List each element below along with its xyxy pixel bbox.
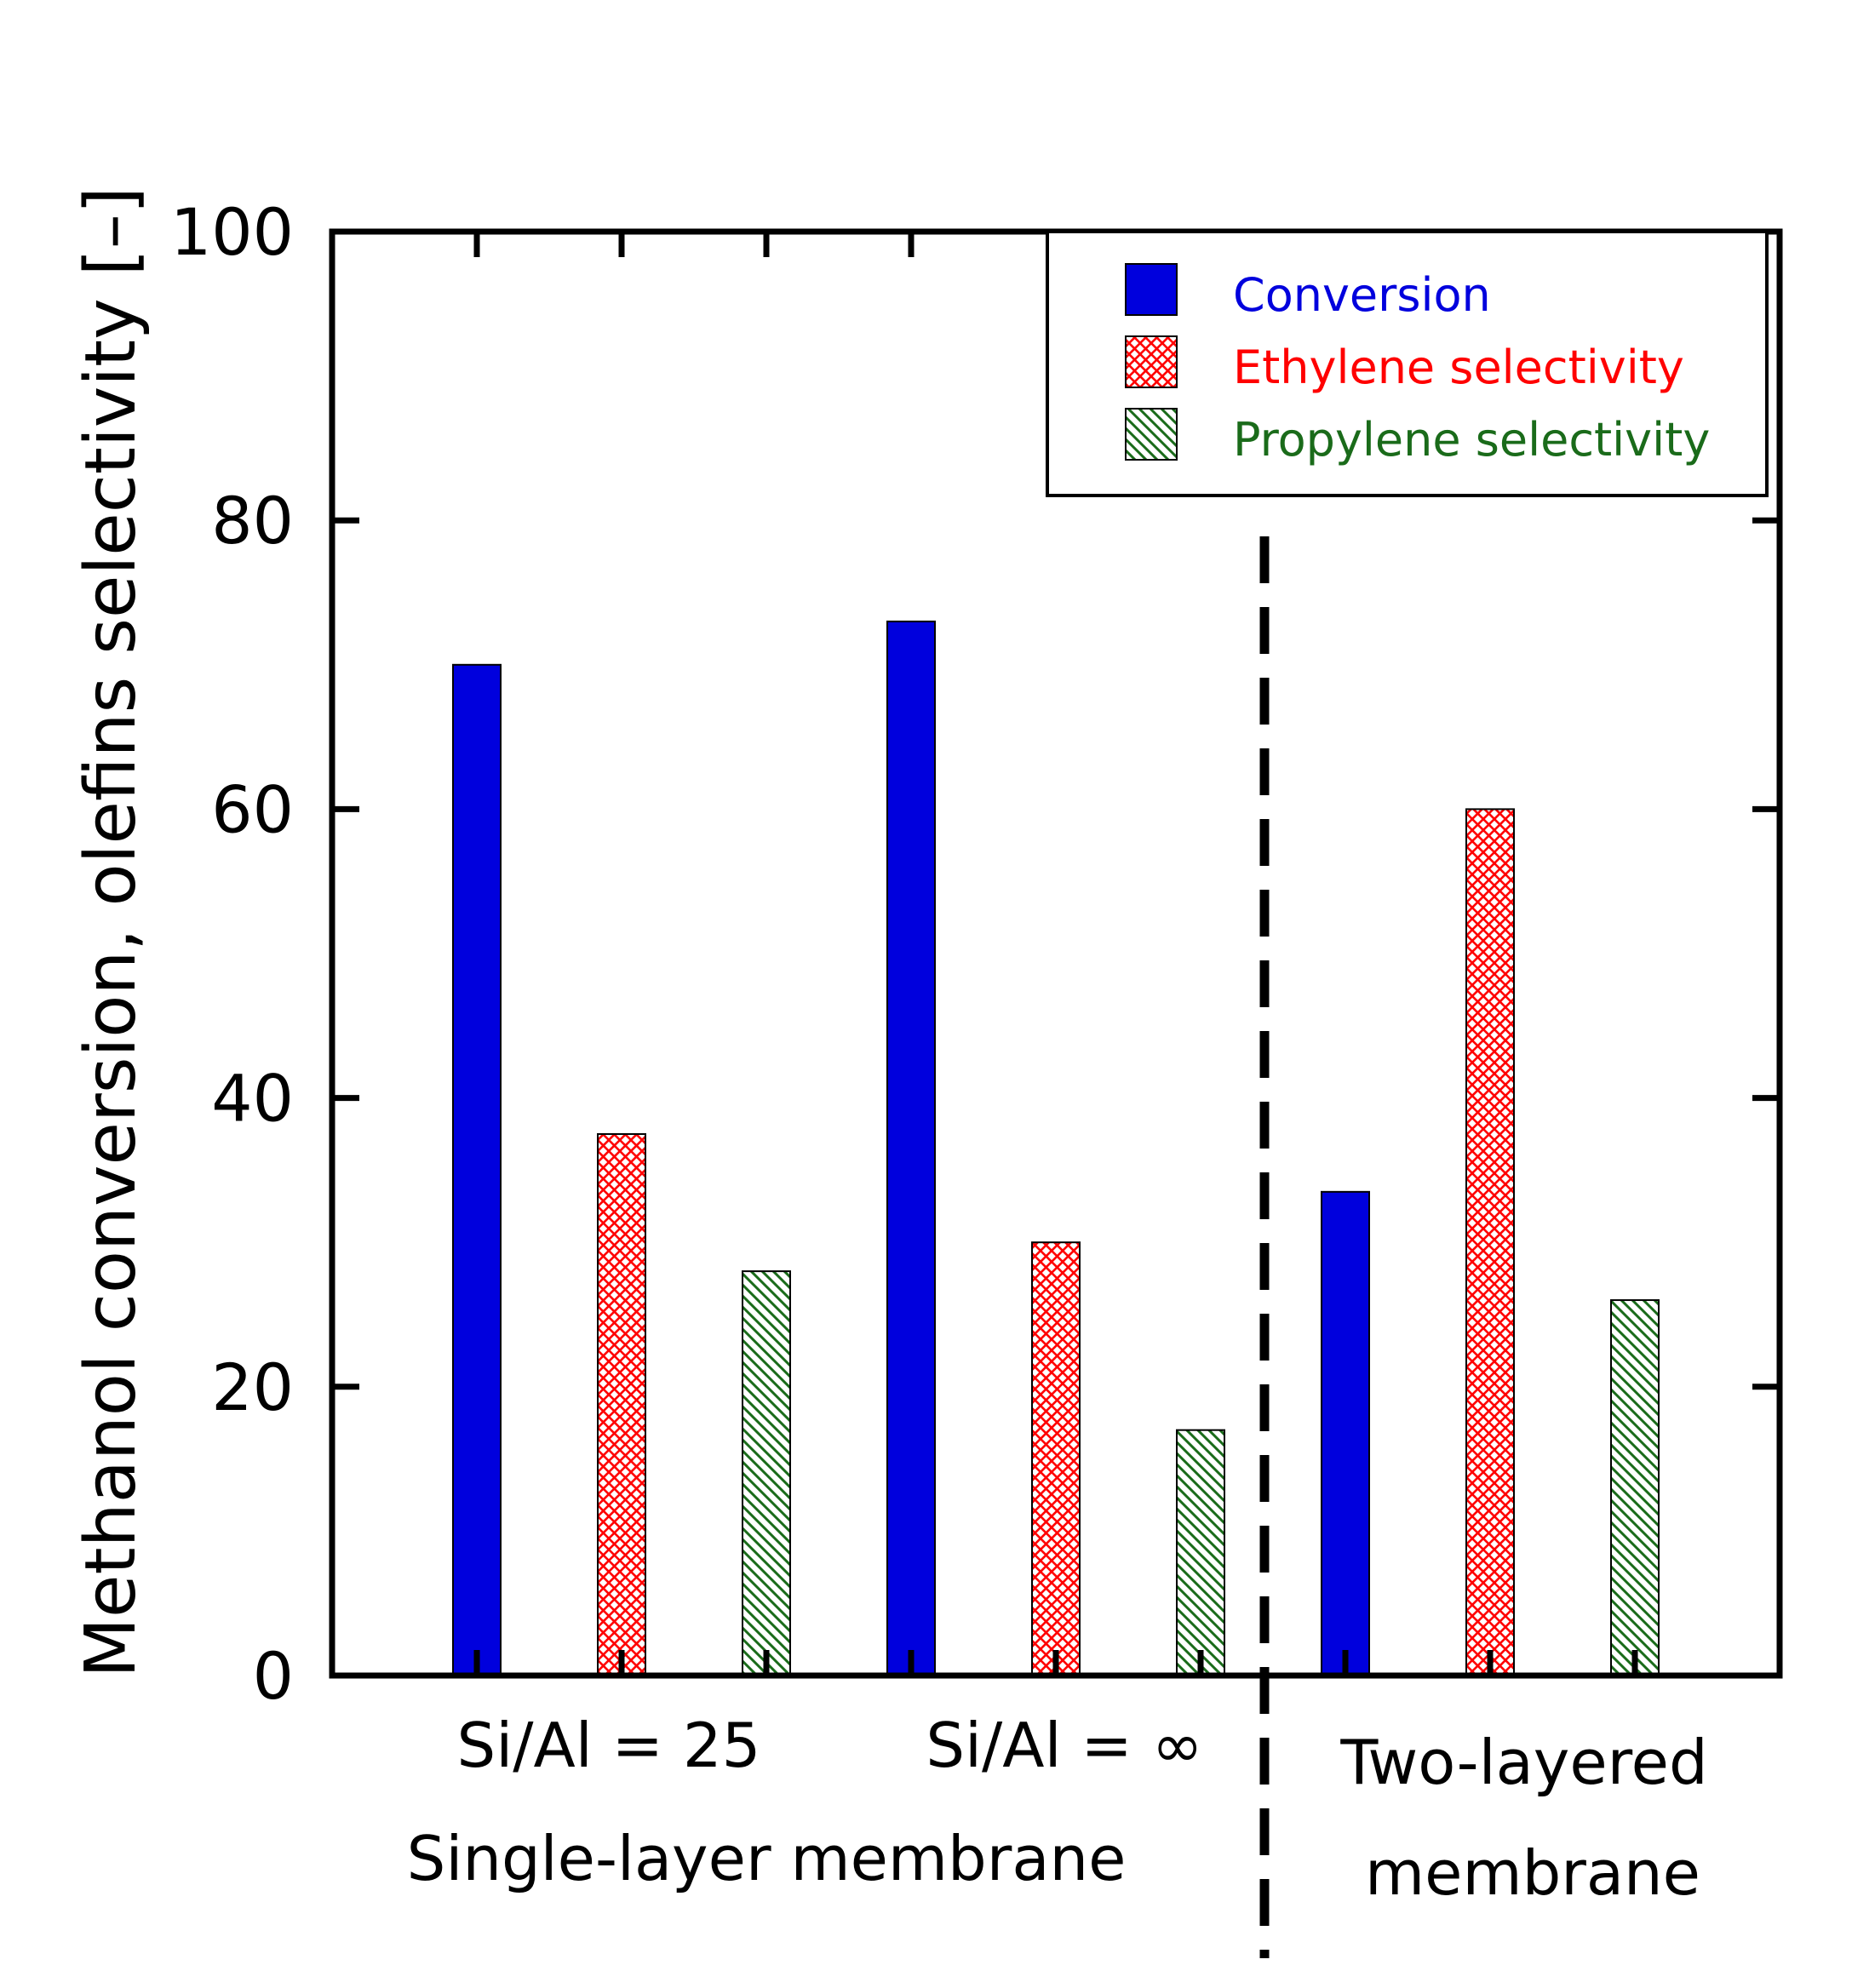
bar-ethylene-1 (597, 1133, 646, 1676)
legend-swatch-conversion (1125, 263, 1178, 316)
category-label-si-al-infinity: Si/Al = ∞ (926, 1710, 1202, 1781)
bar-conversion-1 (452, 663, 502, 1676)
y-tick-label-40: 40 (211, 1061, 294, 1137)
y-tick-label-80: 80 (211, 483, 294, 559)
group-label-two-layered-line2: membrane (1365, 1837, 1700, 1909)
bar-ethylene-2 (1031, 1241, 1081, 1676)
y-tick-label-60: 60 (211, 771, 294, 847)
legend-swatch-propylene (1125, 408, 1178, 461)
y-tick-label-20: 20 (211, 1349, 294, 1425)
y-tick-label-0: 0 (253, 1638, 294, 1714)
bar-propylene-1 (742, 1270, 791, 1676)
legend-swatch-ethylene (1125, 335, 1178, 388)
legend-label-ethylene: Ethylene selectivity (1233, 341, 1684, 394)
legend-label-propylene: Propylene selectivity (1233, 413, 1710, 467)
bar-propylene-3 (1610, 1299, 1660, 1677)
legend-label-conversion: Conversion (1233, 268, 1491, 322)
y-axis-title: Methanol conversion, olefins selectivity… (71, 186, 152, 1678)
bar-conversion-3 (1321, 1190, 1370, 1676)
category-label-si-al-25: Si/Al = 25 (457, 1710, 761, 1781)
bars (452, 620, 1660, 1677)
group-label-single-layer: Single-layer membrane (407, 1823, 1127, 1894)
y-tick-label-100: 100 (170, 194, 294, 270)
legend: Conversion Ethylene selectivity Propylen… (1046, 230, 1769, 497)
group-label-two-layered-line1: Two-layered (1339, 1727, 1707, 1798)
bar-propylene-2 (1176, 1429, 1225, 1677)
bar-ethylene-3 (1465, 808, 1515, 1676)
bar-conversion-2 (886, 620, 936, 1676)
y-tick-labels: 0 20 40 60 80 100 (170, 194, 294, 1714)
